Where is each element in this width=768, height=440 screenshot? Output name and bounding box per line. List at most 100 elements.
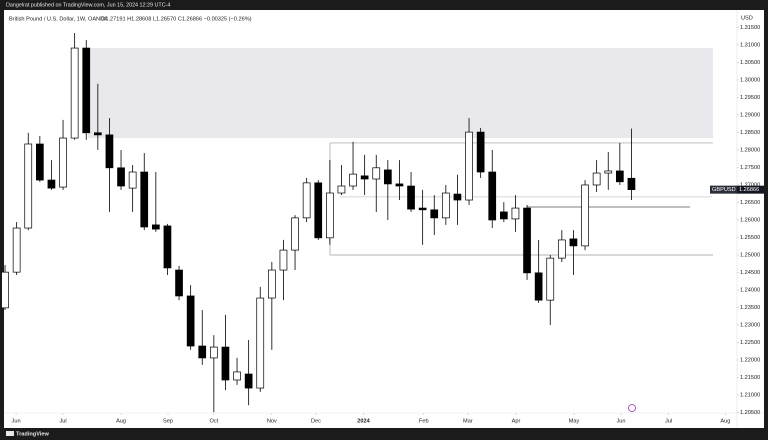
x-tick-label: Mar [463, 418, 473, 424]
x-tick-label: Jul [665, 418, 672, 424]
candle-body [47, 179, 56, 189]
y-tick-label: 1.20500 [740, 410, 760, 416]
supply-zone [88, 48, 713, 139]
last-price-label: 1.26866 [739, 187, 759, 193]
candle-body [557, 239, 566, 259]
x-tick-label: Aug [116, 418, 126, 424]
currency-label: USD [741, 15, 753, 21]
candle-body [35, 143, 44, 181]
candle-body [453, 193, 462, 201]
brand-logo: TradingView [6, 431, 49, 437]
symbol-label: GBPUSD [712, 187, 736, 193]
candle-body [291, 217, 299, 251]
x-tick-label: Apr [512, 418, 521, 424]
candle-body [372, 167, 381, 180]
candle-body [59, 137, 67, 188]
candle-body [198, 345, 207, 359]
candle-body [1, 271, 9, 309]
y-tick-label: 1.25000 [740, 252, 760, 258]
candle-body [244, 373, 253, 389]
candle-body [314, 182, 323, 239]
candle-body [441, 192, 450, 219]
candle-body [12, 227, 21, 273]
y-tick-label: 1.28000 [740, 147, 760, 153]
y-tick-label: 1.26000 [740, 217, 760, 223]
candle-body [615, 170, 624, 183]
candle-body [117, 167, 125, 187]
candle-body [221, 346, 230, 381]
published-note: Dangelrat published on TradingView.com, … [6, 2, 170, 8]
y-tick-label: 1.26500 [740, 200, 760, 206]
candle-body [163, 225, 172, 269]
y-tick-label: 1.24500 [740, 270, 760, 276]
candle-body [140, 171, 149, 228]
candle-body [499, 211, 508, 220]
candle-body [209, 346, 218, 359]
candle-body [511, 207, 520, 220]
candle-body [302, 182, 311, 219]
candle-body [360, 175, 369, 180]
x-tick-label: Sep [163, 418, 173, 424]
candle-body [592, 172, 601, 186]
candle-body [24, 143, 33, 229]
candle-body [325, 192, 334, 239]
candle-body [151, 224, 160, 230]
y-tick-label: 1.29000 [740, 112, 760, 118]
ohlc-legend: O1.27191 H1.28608 L1.26570 C1.26866 −0.0… [101, 16, 252, 22]
candle-body [70, 47, 79, 139]
y-tick-label: 1.30500 [740, 60, 760, 66]
candle-body [128, 171, 137, 189]
y-tick-label: 1.27000 [740, 182, 760, 188]
candle-body [523, 207, 531, 274]
event-icon[interactable] [628, 404, 636, 412]
symbol-tag [710, 185, 737, 194]
y-tick-label: 1.21500 [740, 375, 760, 381]
y-tick-label: 1.21000 [740, 393, 760, 399]
x-tick-label: Oct [209, 418, 218, 424]
x-tick-label: Feb [419, 418, 429, 424]
y-tick-label: 1.24000 [740, 287, 760, 293]
candle-body [349, 173, 357, 187]
candle-body [337, 185, 346, 194]
candle-body [569, 238, 578, 247]
candle-body [256, 297, 265, 389]
y-tick-label: 1.27500 [740, 165, 760, 171]
y-tick-label: 1.30000 [740, 77, 760, 83]
candle-body [604, 170, 613, 174]
candle-body [267, 269, 276, 299]
brand-name: TradingView [16, 431, 49, 437]
candle-body [465, 131, 473, 201]
y-tick-label: 1.31000 [740, 42, 760, 48]
x-tick-label: 2024 [357, 418, 370, 424]
y-tick-label: 1.25500 [740, 235, 760, 241]
x-tick-label: Dec [311, 418, 321, 424]
candle-body [581, 184, 589, 247]
y-tick-label: 1.29500 [740, 95, 760, 101]
y-tick-label: 1.22500 [740, 340, 760, 346]
candle-body [175, 269, 183, 297]
y-tick-label: 1.23500 [740, 305, 760, 311]
candle-body [82, 47, 91, 134]
candle-body [383, 169, 392, 185]
candle-body [488, 171, 497, 221]
y-tick-label: 1.28500 [740, 130, 760, 136]
plot-area: 1.20500 1.21000 1.21500 1.22000 1.22500 1.230… [1, 25, 764, 424]
y-tick-label: 1.31500 [740, 25, 760, 31]
candle-body [627, 177, 636, 191]
x-tick-label: Jun [12, 418, 21, 424]
candle-body [430, 209, 439, 219]
y-tick-label: 1.22000 [740, 358, 760, 364]
candle-body [105, 134, 114, 169]
candle-body [395, 183, 404, 187]
candle-body [534, 272, 543, 301]
candle-body [93, 132, 102, 136]
candle-body [476, 131, 485, 173]
x-tick-label: Jun [616, 418, 625, 424]
x-tick-label: Jul [59, 418, 66, 424]
y-tick-label: 1.23000 [740, 323, 760, 329]
price-tag [737, 185, 764, 194]
x-tick-label: May [569, 418, 580, 424]
chart-title: British Pound / U.S. Dollar, 1W, OANDA [9, 16, 108, 22]
